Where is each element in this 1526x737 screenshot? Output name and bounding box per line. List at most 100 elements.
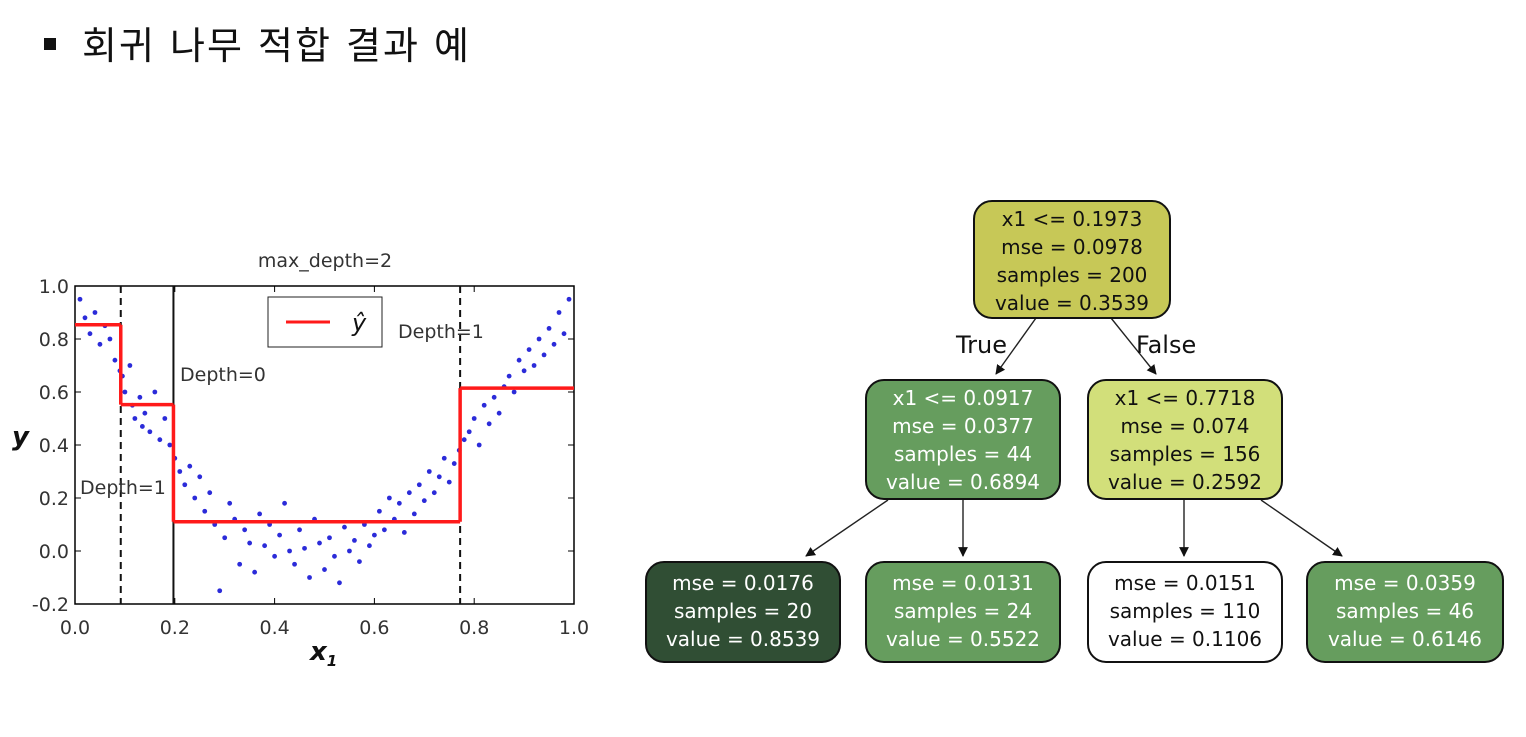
node-rl-line-2: value = 0.1106	[1108, 627, 1262, 651]
data-point	[486, 421, 492, 427]
data-point	[566, 296, 572, 302]
data-point	[292, 561, 297, 567]
data-point	[242, 527, 248, 533]
data-point	[97, 341, 103, 347]
data-point	[511, 389, 517, 395]
x-tick-label: 0.6	[359, 617, 389, 639]
node-rr-line-0: mse = 0.0359	[1334, 571, 1476, 595]
data-point	[152, 389, 158, 395]
data-point	[381, 527, 387, 533]
x-axis-label-main: x	[308, 637, 328, 667]
y-axis-label: y	[12, 422, 30, 452]
data-point	[471, 416, 477, 421]
y-tick-label: 0.6	[39, 382, 69, 404]
data-point	[421, 498, 427, 504]
node-rl-box	[1087, 561, 1283, 663]
data-point	[352, 538, 357, 543]
data-point	[127, 363, 133, 368]
square-bullet-icon	[44, 38, 56, 50]
regression-tree-diagram: True False x1 <= 0.1973 mse = 0.0978 sam…	[645, 200, 1504, 663]
data-point	[182, 482, 188, 488]
data-point	[526, 347, 532, 352]
data-point	[302, 545, 307, 551]
data-point	[546, 326, 552, 331]
data-point	[122, 389, 128, 395]
data-point	[177, 469, 183, 474]
data-point	[337, 580, 342, 586]
data-point	[401, 530, 407, 535]
data-point	[476, 442, 482, 448]
tree-edges	[805, 317, 1343, 557]
node-ll-line-2: value = 0.8539	[666, 627, 820, 651]
data-point	[257, 511, 263, 517]
y-tick-label: -0.2	[32, 594, 69, 616]
node-right-line-3: value = 0.2592	[1108, 470, 1262, 494]
data-point	[367, 543, 372, 549]
node-root-line-1: mse = 0.0978	[1001, 235, 1143, 259]
data-point	[87, 331, 93, 337]
data-point	[287, 548, 292, 554]
data-point	[227, 500, 233, 506]
data-point	[416, 482, 422, 488]
node-root-line-3: value = 0.3539	[995, 291, 1149, 315]
node-right-line-1: mse = 0.074	[1121, 414, 1250, 438]
x-axis-label-sub: 1	[327, 652, 337, 670]
data-point	[347, 548, 352, 554]
node-rr-line-1: samples = 46	[1336, 599, 1474, 623]
node-right-left: mse = 0.0151 samples = 110 value = 0.110…	[1087, 561, 1283, 663]
node-root-line-2: samples = 200	[997, 263, 1148, 287]
data-point	[516, 357, 522, 363]
data-point	[506, 373, 512, 379]
data-point	[272, 553, 277, 559]
depth1-left-label: Depth=1	[80, 477, 166, 499]
node-lr-line-1: samples = 24	[894, 599, 1032, 623]
edge-left-ll	[805, 499, 889, 557]
data-point	[332, 553, 337, 559]
node-right-line-0: x1 <= 0.7718	[1115, 386, 1256, 410]
data-point	[406, 490, 412, 496]
node-left: x1 <= 0.0917 mse = 0.0377 samples = 44 v…	[865, 379, 1061, 500]
data-point	[327, 535, 332, 541]
data-point	[411, 511, 417, 517]
data-point	[297, 527, 302, 533]
data-point	[262, 543, 268, 549]
data-point	[561, 331, 567, 337]
data-point	[247, 540, 253, 546]
data-point	[222, 535, 228, 541]
node-ll-box	[645, 561, 841, 663]
node-left-left: mse = 0.0176 samples = 20 value = 0.8539	[645, 561, 841, 663]
node-ll-line-0: mse = 0.0176	[672, 571, 814, 595]
node-right: x1 <= 0.7718 mse = 0.074 samples = 156 v…	[1087, 379, 1283, 500]
node-root-line-0: x1 <= 0.1973	[1002, 207, 1143, 231]
node-left-box	[865, 379, 1061, 500]
data-point	[147, 429, 153, 435]
data-point	[372, 532, 377, 538]
node-left-right: mse = 0.0131 samples = 24 value = 0.5522	[865, 561, 1061, 663]
legend: ŷ	[267, 296, 383, 348]
data-point	[82, 315, 88, 321]
y-tick-label: 0.0	[39, 541, 69, 563]
node-lr-line-0: mse = 0.0131	[892, 571, 1034, 595]
data-point	[446, 479, 452, 485]
data-point	[491, 394, 497, 400]
depth1-right-label: Depth=1	[398, 321, 484, 343]
data-point	[252, 569, 258, 575]
data-point	[436, 474, 442, 480]
prediction-steps	[75, 322, 574, 524]
data-point	[481, 402, 487, 408]
data-point	[441, 455, 447, 461]
data-point	[77, 296, 83, 302]
plot-title: max_depth=2	[258, 250, 392, 272]
data-point	[541, 352, 547, 358]
data-point	[536, 336, 542, 342]
edge-root-right	[1110, 317, 1157, 375]
data-point	[107, 336, 113, 342]
y-ticks: 1.0 0.8 0.6 0.4 0.2 0.0 -0.2	[32, 276, 574, 616]
y-tick-label: 0.4	[39, 435, 69, 457]
x-tick-label: 0.0	[60, 617, 90, 639]
node-root: x1 <= 0.1973 mse = 0.0978 samples = 200 …	[973, 200, 1171, 319]
x-ticks: 0.0 0.2 0.4 0.6 0.8 1.0	[60, 286, 589, 639]
data-point	[167, 442, 173, 448]
edge-root-left	[995, 317, 1037, 375]
node-lr-box	[865, 561, 1061, 663]
